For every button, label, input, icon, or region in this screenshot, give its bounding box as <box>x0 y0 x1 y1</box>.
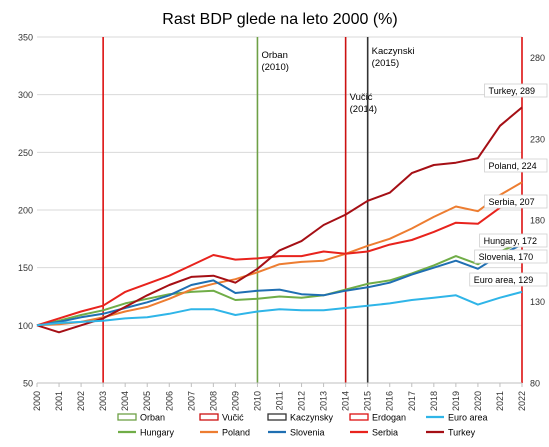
vline-label: (2014) <box>350 104 377 115</box>
end-label-serbia: Serbia, 207 <box>484 194 548 209</box>
vline-label: (2010) <box>261 62 288 73</box>
legend-item-vučić: Vučić <box>199 413 244 423</box>
legend-item-euro-area: Euro area <box>426 413 488 423</box>
legend-label: Hungary <box>140 428 175 438</box>
y2-tick-label: 230 <box>530 134 545 144</box>
x-tick-label: 2001 <box>54 391 64 411</box>
y-tick-label: 300 <box>18 90 33 100</box>
series-hungary <box>36 241 523 327</box>
end-label-text: Poland, 224 <box>489 161 537 171</box>
legend: Orban Vučić Kaczynsky Erdogan Euro area Hunga… <box>117 413 488 438</box>
y2-tick-label: 180 <box>530 216 545 226</box>
legend-swatch <box>267 413 287 421</box>
grid <box>37 36 522 384</box>
legend-item-hungary: Hungary <box>118 428 175 438</box>
x-tick-label: 2010 <box>252 391 262 411</box>
legend-item-turkey: Turkey <box>426 428 476 438</box>
x-tick-label: 2005 <box>142 391 152 411</box>
end-label-text: Euro area, 129 <box>474 275 534 285</box>
y-tick-label: 150 <box>18 263 33 273</box>
x-tick-label: 2016 <box>385 391 395 411</box>
series-poland <box>36 181 523 327</box>
x-tick-label: 2007 <box>186 391 196 411</box>
vline-label: Orban <box>261 50 287 61</box>
vline-label: Vučić <box>350 92 373 103</box>
chart-title: Rast BDP glede na leto 2000 (%) <box>162 11 397 28</box>
y-tick-label: 250 <box>18 148 33 158</box>
legend-label: Kaczynsky <box>290 413 334 423</box>
end-label-box <box>474 249 548 264</box>
end-label-box <box>484 194 548 209</box>
end-label-turkey: Turkey, 289 <box>484 83 548 98</box>
legend-swatch <box>349 413 369 421</box>
legend-label: Orban <box>140 413 165 423</box>
legend-item-poland: Poland <box>200 428 250 438</box>
end-label-box <box>469 272 548 287</box>
x-tick-label: 2004 <box>120 391 130 411</box>
end-label-text: Turkey, 289 <box>489 86 536 96</box>
x-tick-label: 2008 <box>208 391 218 411</box>
x-tick-label: 2006 <box>164 391 174 411</box>
legend-label: Serbia <box>372 428 398 438</box>
end-label-text: Hungary, 172 <box>484 236 537 246</box>
end-label-box <box>484 83 548 98</box>
end-label-hungary: Hungary, 172 <box>479 233 548 248</box>
y2-tick-label: 130 <box>530 297 545 307</box>
legend-item-erdogan: Erdogan <box>349 413 406 423</box>
legend-label: Vučić <box>222 413 244 423</box>
axes: 50 100 150 200 250 300 350 80 130 180 230 280 2000 20… <box>18 33 545 412</box>
x-tick-label: 2011 <box>275 391 285 410</box>
series-euro-area <box>36 290 523 327</box>
x-tick-label: 2012 <box>297 391 307 411</box>
series-turkey <box>36 106 523 334</box>
x-tick-label: 2014 <box>341 391 351 411</box>
y2-tick-label: 80 <box>530 379 540 389</box>
x-tick-label: 2020 <box>473 391 483 411</box>
legend-item-orban: Orban <box>117 413 165 423</box>
x-tick-label: 2018 <box>429 391 439 411</box>
x-tick-label: 2015 <box>363 391 373 411</box>
x-tick-label: 2017 <box>407 391 417 411</box>
end-label-slovenia: Slovenia, 170 <box>474 249 548 264</box>
end-label-text: Slovenia, 170 <box>479 252 534 262</box>
vline-label: Kaczynski <box>372 46 415 57</box>
legend-label: Poland <box>222 428 250 438</box>
y-tick-label: 50 <box>23 379 33 389</box>
end-label-box <box>479 233 548 248</box>
legend-item-kaczynsky: Kaczynsky <box>267 413 334 423</box>
series-serbia <box>36 200 523 327</box>
end-label-box <box>484 158 548 173</box>
y2-tick-label: 280 <box>530 53 545 63</box>
legend-label: Slovenia <box>290 428 325 438</box>
legend-swatch <box>117 413 137 421</box>
end-label-text: Serbia, 207 <box>489 197 535 207</box>
x-tick-label: 2021 <box>495 391 505 411</box>
x-tick-label: 2022 <box>517 391 527 411</box>
series-lines <box>36 106 523 334</box>
y-tick-label: 100 <box>18 321 33 331</box>
legend-swatch <box>199 413 219 421</box>
x-tick-label: 2000 <box>32 391 42 411</box>
vline-label: (2015) <box>372 58 399 69</box>
x-tick-label: 2003 <box>98 391 108 411</box>
x-tick-label: 2009 <box>230 391 240 411</box>
x-tick-label: 2002 <box>76 391 86 411</box>
legend-label: Turkey <box>448 428 476 438</box>
legend-item-serbia: Serbia <box>350 428 398 438</box>
end-label-poland: Poland, 224 <box>484 158 548 173</box>
legend-label: Euro area <box>448 413 488 423</box>
x-tick-label: 2013 <box>319 391 329 411</box>
legend-item-slovenia: Slovenia <box>268 428 325 438</box>
x-tick-label: 2019 <box>451 391 461 411</box>
end-label-euro-area: Euro area, 129 <box>469 272 548 287</box>
end-labels: Hungary, 172 Poland, 224 Slovenia, 170 Serb… <box>469 83 548 287</box>
legend-label: Erdogan <box>372 413 406 423</box>
y-tick-label: 200 <box>18 206 33 216</box>
y-tick-label: 350 <box>18 33 33 43</box>
